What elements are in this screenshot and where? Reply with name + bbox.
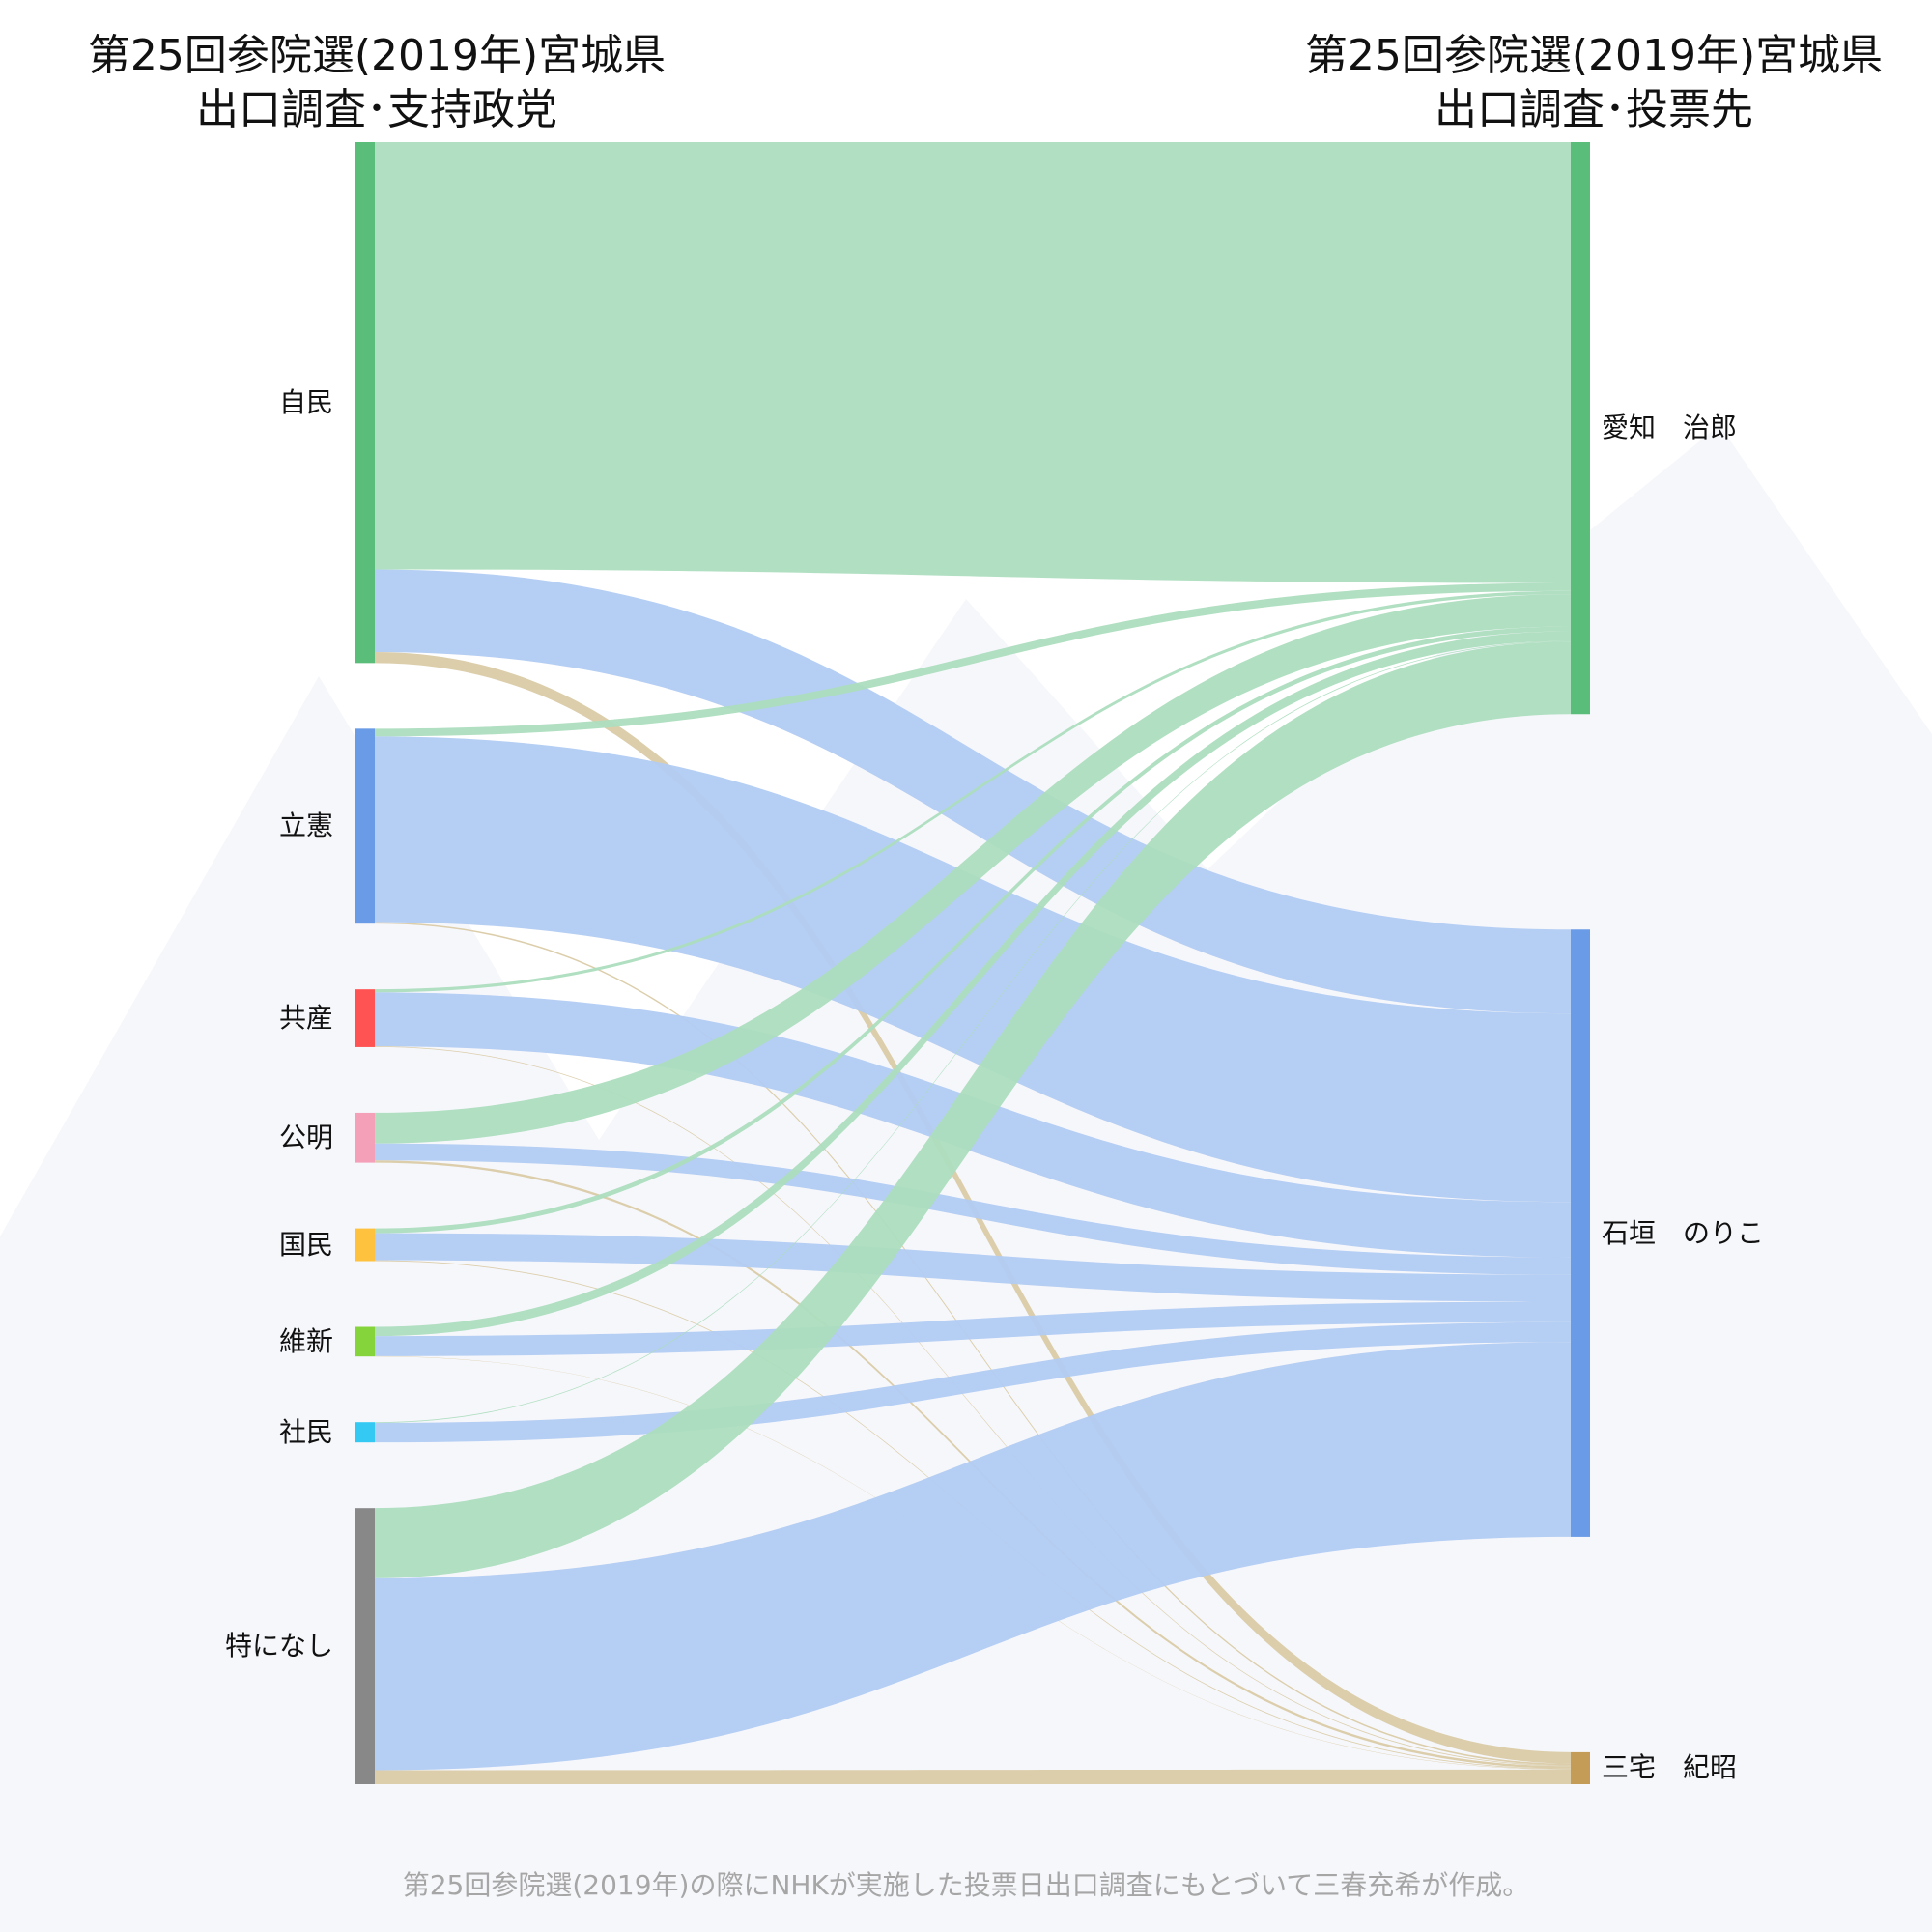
target-node-aichi — [1571, 142, 1590, 715]
background-mountain-decoration — [0, 425, 1932, 1932]
target-node-ishigaki — [1571, 929, 1590, 1537]
flow-ishin-to-ishigaki — [375, 1301, 1571, 1356]
target-label-ishigaki: 石垣 のりこ — [1602, 1216, 1765, 1249]
source-label-kyosan: 共産 — [278, 1002, 333, 1035]
source-label-rikken: 立憲 — [278, 810, 333, 842]
flow-kyosan-to-aichi — [375, 590, 1571, 993]
source-node-shamin — [355, 1422, 375, 1443]
background-mountain-shape — [0, 425, 1932, 1932]
node-layer — [355, 142, 1590, 1784]
right-title-line1: 第25回参院選(2019年)宮城県 — [1304, 31, 1884, 80]
flow-ishin-to-aichi — [375, 631, 1571, 1337]
source-node-komei — [355, 1112, 375, 1163]
flow-nashi-to-ishigaki — [375, 1342, 1571, 1771]
target-node-miyake — [1571, 1751, 1590, 1784]
source-node-jimin — [355, 142, 375, 664]
source-node-nashi — [355, 1508, 375, 1784]
target-label-miyake: 三宅 紀昭 — [1602, 1751, 1738, 1784]
flow-kokumin-to-aichi — [375, 626, 1571, 1234]
source-label-komei: 公明 — [278, 1121, 333, 1153]
left-title-line1: 第25回参院選(2019年)宮城県 — [87, 31, 667, 80]
source-label-jimin: 自民 — [278, 385, 333, 418]
flow-jimin-to-aichi — [375, 142, 1571, 583]
flow-shamin-to-aichi — [375, 640, 1571, 1423]
left-title: 第25回参院選(2019年)宮城県 出口調査･支持政党 — [39, 29, 715, 137]
flow-komei-to-ishigaki — [375, 1143, 1571, 1275]
source-label-shamin: 社民 — [278, 1415, 333, 1448]
source-node-ishin — [355, 1326, 375, 1357]
source-node-kyosan — [355, 989, 375, 1047]
flow-rikken-to-miyake — [375, 922, 1571, 1766]
target-label-aichi: 愛知 治郎 — [1602, 412, 1738, 444]
source-node-rikken — [355, 728, 375, 924]
source-note: 第25回参院選(2019年)の際にNHKが実施した投票日出口調査にもとづいて三春… — [402, 1869, 1530, 1901]
flow-nashi-to-miyake — [375, 1769, 1571, 1784]
source-label-kokumin: 国民 — [278, 1228, 333, 1261]
flow-rikken-to-aichi — [375, 582, 1571, 737]
left-title-line2: 出口調査･支持政党 — [196, 85, 557, 134]
right-title-line2: 出口調査･投票先 — [1435, 85, 1753, 134]
flow-rikken-to-ishigaki — [375, 736, 1571, 1203]
source-label-ishin: 維新 — [278, 1324, 333, 1357]
flow-nashi-to-aichi — [375, 641, 1571, 1578]
flow-shamin-to-ishigaki — [375, 1321, 1571, 1443]
flow-layer — [375, 142, 1571, 1784]
flow-komei-to-aichi — [375, 594, 1571, 1144]
flow-kokumin-to-ishigaki — [375, 1233, 1571, 1302]
source-node-kokumin — [355, 1228, 375, 1262]
right-title: 第25回参院選(2019年)宮城県 出口調査･投票先 — [1256, 29, 1932, 137]
flow-kyosan-to-miyake — [375, 1046, 1571, 1767]
source-label-nashi: 特になし — [224, 1630, 333, 1662]
